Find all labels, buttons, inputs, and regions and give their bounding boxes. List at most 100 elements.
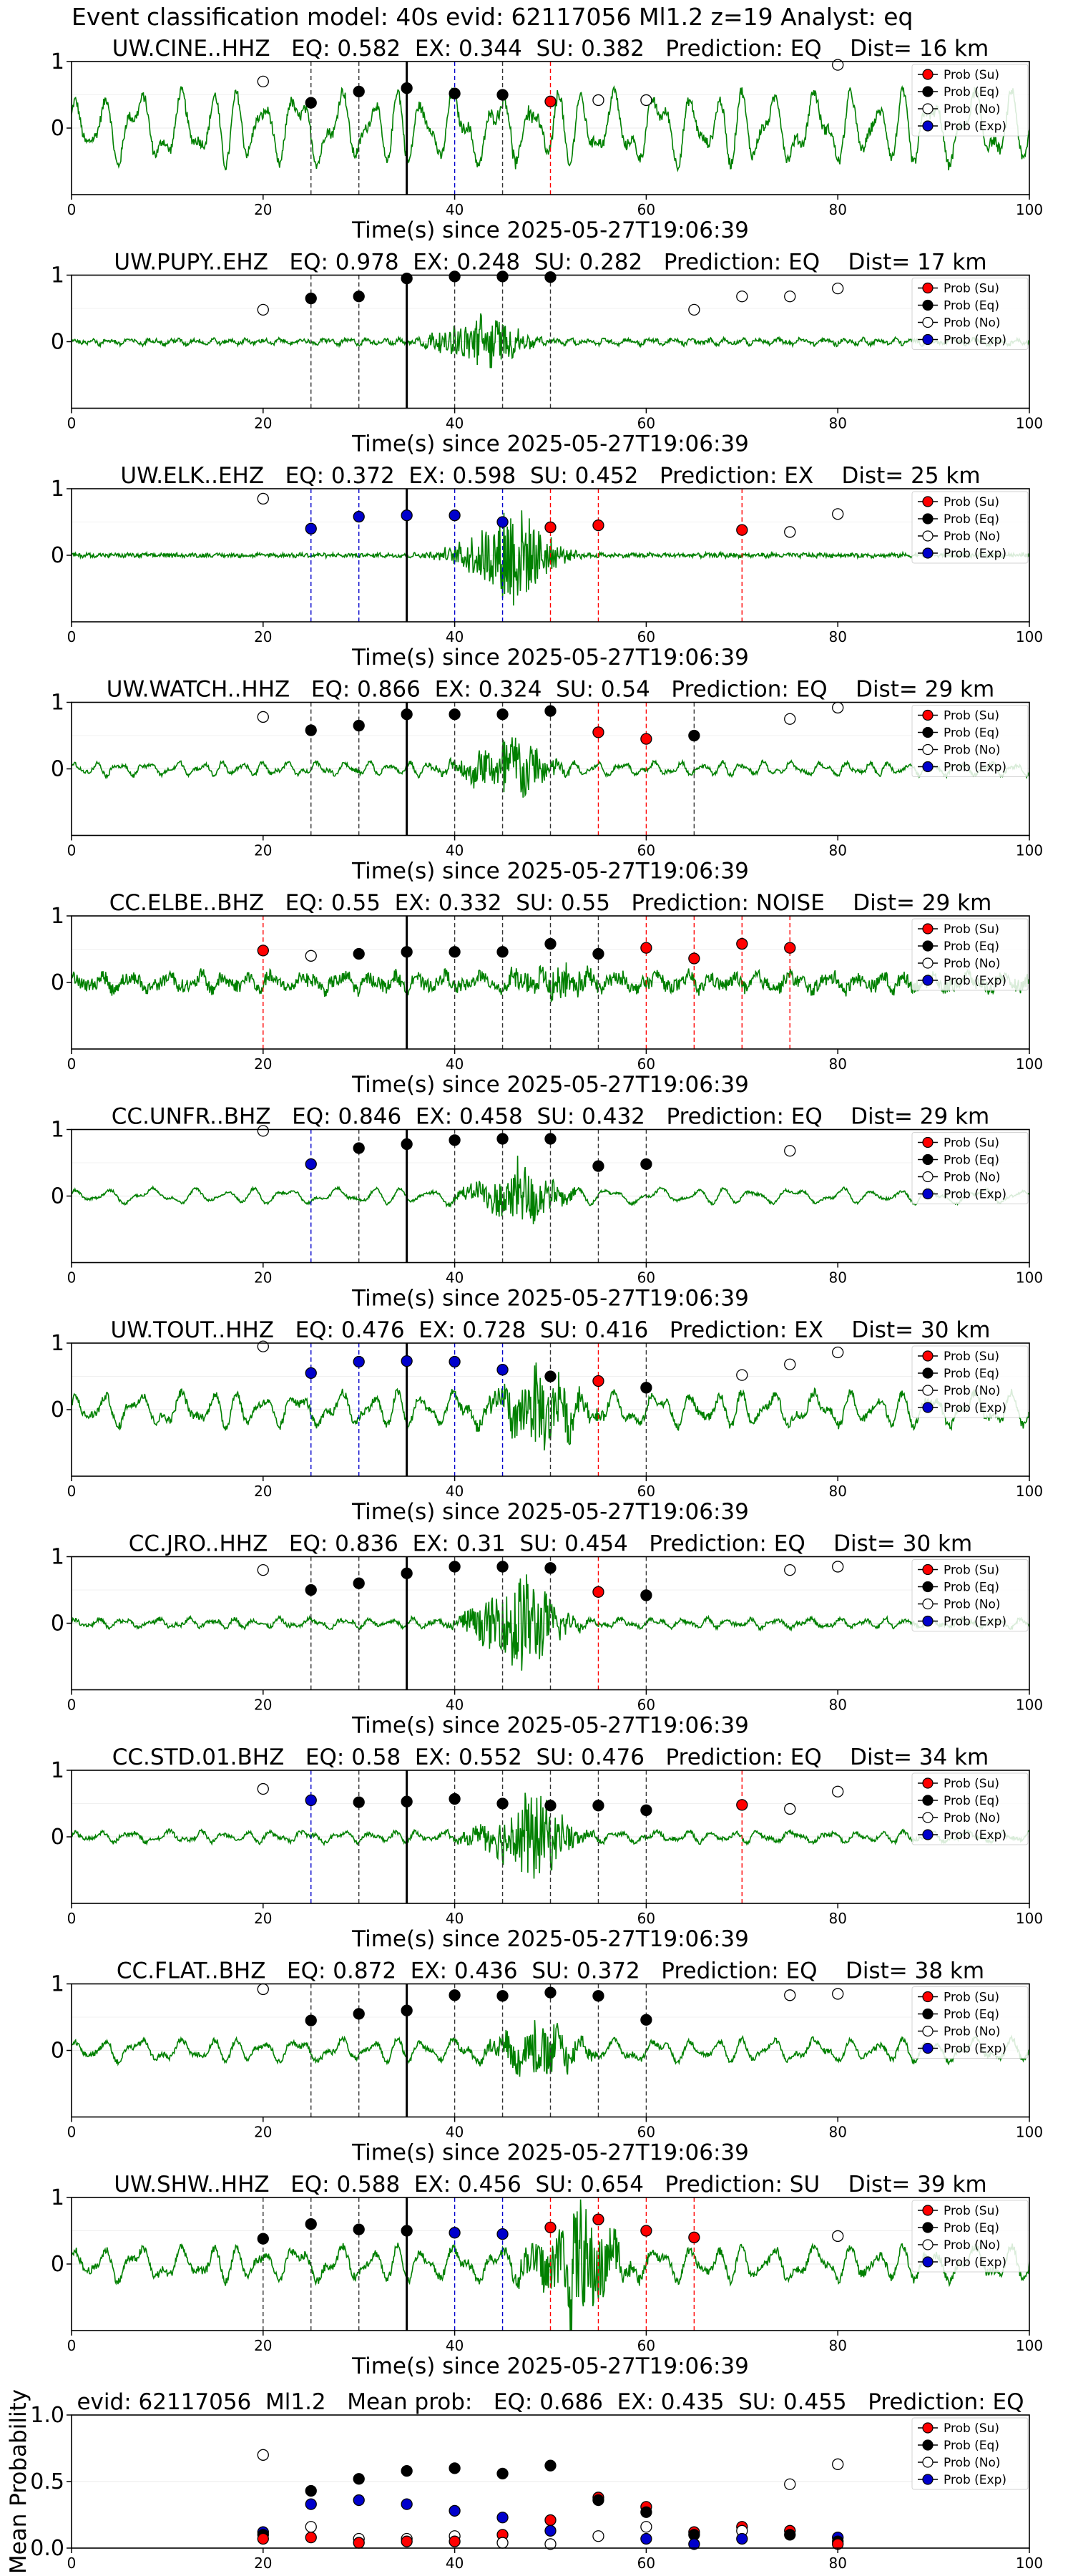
prob-point-eq	[305, 1584, 317, 1596]
prob-point-eq	[257, 2233, 269, 2245]
y-tick-label: 0	[51, 2039, 64, 2064]
prob-point-eq	[401, 2225, 413, 2237]
y-tick-label: 1	[51, 2185, 64, 2210]
prob-point-su	[257, 2532, 269, 2545]
prob-point-no	[592, 94, 604, 107]
prob-point-eq	[353, 1577, 365, 1589]
legend-marker-eq	[922, 513, 934, 525]
panel-title: CC.JRO..HHZ EQ: 0.836 EX: 0.31 SU: 0.454…	[129, 1531, 972, 1557]
prob-point-no	[736, 291, 748, 303]
x-tick-label: 0	[67, 1483, 77, 1500]
legend-label-exp: Prob (Exp)	[944, 2473, 1006, 2487]
legend-label-eq: Prob (Eq)	[944, 726, 999, 741]
prob-point-su	[353, 2537, 365, 2549]
prob-point-eq	[544, 1133, 557, 1145]
prob-point-eq	[496, 946, 509, 958]
legend-marker-no	[922, 2025, 934, 2037]
legend-box	[911, 1986, 1029, 2059]
x-tick-label: 40	[446, 415, 464, 432]
x-tick-label: 80	[828, 2337, 846, 2354]
legend-box	[911, 1559, 1029, 1631]
y-tick-label: 0	[51, 1184, 64, 1209]
panel-title: CC.ELBE..BHZ EQ: 0.55 EX: 0.332 SU: 0.55…	[109, 890, 992, 916]
legend-label-su: Prob (Su)	[944, 1777, 999, 1791]
panel-cc-flat-bhz: 0 20 40 60 80 100 0 1 CC.FLAT..BHZ EQ: 0.872 EX:…	[51, 1958, 1043, 2166]
legend-label-no: Prob (No)	[944, 1171, 1001, 1185]
legend-marker-exp	[922, 120, 934, 132]
x-tick-label: 60	[637, 2555, 655, 2572]
y-tick-label: 1	[51, 263, 64, 288]
legend-label-eq: Prob (Eq)	[944, 1794, 999, 1808]
x-tick-label: 80	[828, 842, 846, 859]
legend-label-exp: Prob (Exp)	[944, 2255, 1006, 2270]
prob-point-no	[784, 1989, 796, 2001]
x-tick-label: 100	[1016, 1483, 1043, 1500]
x-tick-label: 100	[1016, 2124, 1043, 2141]
legend-marker-no	[922, 530, 934, 542]
x-tick-label: 40	[446, 1483, 464, 1500]
prob-point-eq	[401, 708, 413, 721]
legend-label-eq: Prob (Eq)	[944, 2439, 999, 2453]
x-tick-label: 0	[67, 842, 77, 859]
y-tick-label: 1	[51, 1118, 64, 1143]
x-tick-label: 100	[1016, 1910, 1043, 1927]
prob-point-no	[257, 1983, 269, 1996]
waveform-line	[72, 1792, 1029, 1879]
prob-point-eq	[449, 1792, 461, 1805]
x-tick-label: 100	[1016, 415, 1043, 432]
prob-point-eq	[640, 1804, 652, 1816]
x-tick-label: 100	[1016, 1697, 1043, 1714]
legend-box	[911, 64, 1029, 137]
legend-label-su: Prob (Su)	[944, 1350, 999, 1364]
prob-point-eq	[449, 87, 461, 99]
prob-point-eq	[449, 1561, 461, 1573]
legend-label-su: Prob (Su)	[944, 495, 999, 509]
prob-point-eq	[353, 2223, 365, 2235]
x-tick-label: 60	[637, 2124, 655, 2141]
prob-point-exp	[449, 1355, 461, 1368]
legend-marker-exp	[922, 1188, 934, 1200]
figure-title: Event classification model: 40s evid: 62…	[72, 3, 913, 31]
prob-point-no	[736, 1369, 748, 1381]
legend-marker-no	[922, 743, 934, 756]
prob-point-eq	[640, 2014, 652, 2026]
prob-point-exp	[496, 2228, 509, 2240]
prob-point-eq	[592, 1800, 604, 1812]
x-tick-label: 60	[637, 1055, 655, 1073]
legend-marker-su	[922, 2422, 934, 2434]
prob-point-no	[305, 2521, 317, 2533]
prob-point-exp	[401, 1355, 413, 1367]
x-tick-label: 20	[254, 842, 272, 859]
prob-point-exp	[688, 2538, 700, 2550]
x-tick-label: 20	[254, 628, 272, 645]
prob-point-exp	[544, 2524, 557, 2537]
legend-label-exp: Prob (Exp)	[944, 974, 1006, 988]
legend-label-no: Prob (No)	[944, 957, 1001, 971]
legend-label-su: Prob (Su)	[944, 709, 999, 723]
prob-point-no	[592, 2530, 604, 2542]
legend-label-no: Prob (No)	[944, 530, 1001, 544]
prob-point-eq	[305, 97, 317, 109]
prob-point-no	[832, 701, 844, 714]
prob-point-eq	[496, 2467, 509, 2479]
prob-point-no	[640, 2521, 652, 2533]
x-tick-label: 60	[637, 415, 655, 432]
x-axis-label: Time(s) since 2025-05-27T19:06:39	[351, 859, 749, 884]
prob-point-eq	[496, 1561, 509, 1573]
legend-label-no: Prob (No)	[944, 102, 1001, 117]
prob-point-eq	[449, 1989, 461, 2001]
x-tick-label: 40	[446, 2555, 464, 2572]
prob-point-eq	[592, 2494, 604, 2507]
prob-point-eq	[353, 1796, 365, 1808]
legend-marker-no	[922, 1385, 934, 1396]
panel-title: UW.ELK..EHZ EQ: 0.372 EX: 0.598 SU: 0.45…	[120, 463, 980, 489]
legend-label-eq: Prob (Eq)	[944, 2008, 999, 2022]
legend-marker-no	[922, 1812, 934, 1823]
panel-uw-watch-hhz: 0 20 40 60 80 100 0 1 UW.WATCH..HHZ EQ: 0.866 EX…	[51, 677, 1043, 884]
legend-label-eq: Prob (Eq)	[944, 940, 999, 954]
x-tick-label: 80	[828, 2124, 846, 2141]
prob-point-eq	[401, 82, 413, 94]
prob-point-no	[257, 1125, 269, 1137]
prob-point-eq	[305, 292, 317, 305]
